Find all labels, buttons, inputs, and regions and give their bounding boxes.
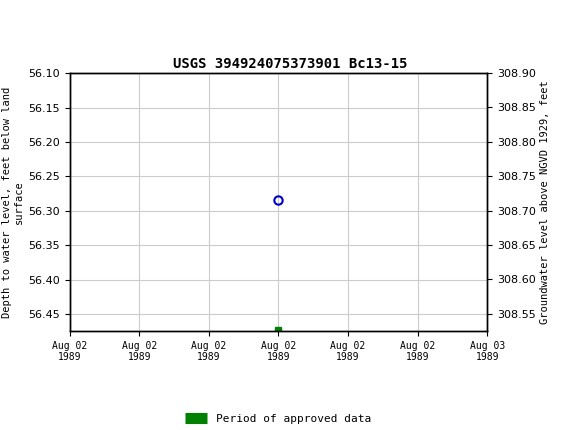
Y-axis label: Depth to water level, feet below land
surface: Depth to water level, feet below land su… bbox=[2, 86, 24, 318]
Text: ≡USGS: ≡USGS bbox=[12, 9, 75, 29]
Text: USGS 394924075373901 Bc13-15: USGS 394924075373901 Bc13-15 bbox=[173, 57, 407, 71]
Y-axis label: Groundwater level above NGVD 1929, feet: Groundwater level above NGVD 1929, feet bbox=[540, 80, 550, 324]
Legend: Period of approved data: Period of approved data bbox=[181, 409, 376, 429]
